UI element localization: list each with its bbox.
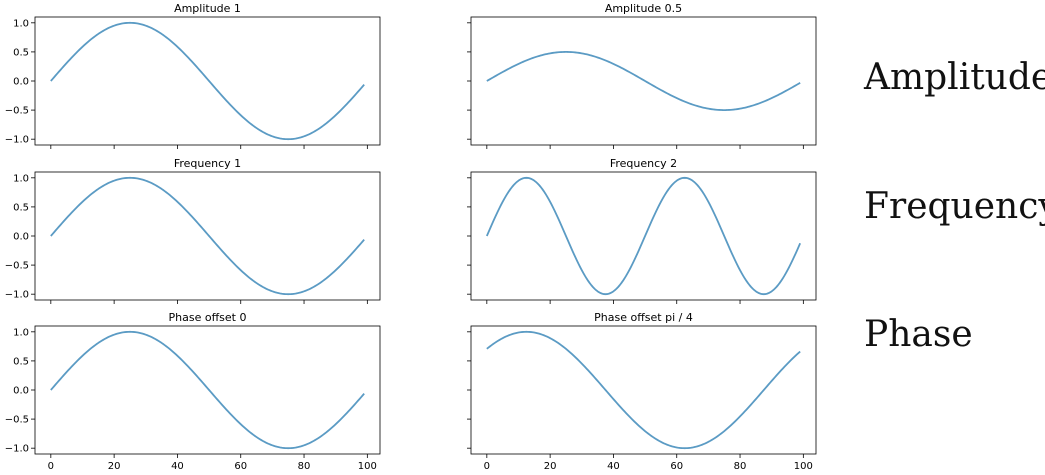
- series-line: [486, 51, 801, 111]
- chart-panel-6: Phase offset pi / 4 0 20 40 60 80 100: [467, 311, 817, 472]
- chart-panel-2: Amplitude 0.5: [467, 2, 817, 149]
- y-tick-label: −0.5: [5, 106, 29, 117]
- x-tick-label: 80: [734, 461, 747, 472]
- x-tick-label: 40: [171, 461, 184, 472]
- y-tick-label: 0.5: [13, 202, 29, 213]
- y-tick-label: 0.0: [13, 77, 29, 88]
- y-tick-label: −1.0: [5, 290, 29, 301]
- chart-panel-4: Frequency 2: [467, 157, 817, 304]
- series-line: [486, 330, 801, 450]
- x-tick-label: 100: [358, 461, 377, 472]
- chart-title: Phase offset 0: [169, 311, 247, 324]
- series-line: [486, 176, 801, 296]
- series-line: [50, 21, 365, 141]
- x-tick-label: 0: [48, 461, 54, 472]
- axes-frame: [470, 171, 817, 301]
- chart-title: Amplitude 1: [174, 2, 241, 15]
- amplitude-row-label: Amplitude: [864, 57, 1045, 98]
- x-tick-label: 20: [544, 461, 557, 472]
- axes-frame: [34, 16, 381, 146]
- x-tick-label: 40: [607, 461, 620, 472]
- chart-panel-1: Amplitude 1 −1.0 −0.5 0.0 0.5 1.0: [5, 2, 381, 149]
- frequency-row-label: Frequency: [864, 186, 1045, 227]
- x-tick-label: 0: [484, 461, 490, 472]
- chart-title: Frequency 1: [174, 157, 241, 170]
- y-tick-label: 0.5: [13, 356, 29, 367]
- chart-panel-3: Frequency 1 −1.0 −0.5 0.0 0.5 1.0: [5, 157, 381, 304]
- x-tick-label: 100: [794, 461, 813, 472]
- x-tick-label: 60: [234, 461, 247, 472]
- y-tick-label: −0.5: [5, 415, 29, 426]
- chart-title: Amplitude 0.5: [605, 2, 682, 15]
- x-tick-label: 80: [298, 461, 311, 472]
- y-tick-label: 1.0: [13, 173, 29, 184]
- chart-title: Frequency 2: [610, 157, 677, 170]
- y-tick-label: −0.5: [5, 261, 29, 272]
- series-line: [50, 330, 365, 450]
- axes-frame: [34, 325, 381, 455]
- y-tick-label: 0.5: [13, 47, 29, 58]
- y-tick-label: −1.0: [5, 444, 29, 455]
- x-tick-label: 60: [670, 461, 683, 472]
- axes-frame: [34, 171, 381, 301]
- axes-frame: [470, 16, 817, 146]
- y-tick-label: 0.0: [13, 386, 29, 397]
- chart-panel-5: Phase offset 0 −1.0 −0.5 0.0 0.5 1.0 0 20 40 60 80…: [5, 311, 381, 472]
- phase-row-label: Phase: [864, 314, 973, 355]
- y-tick-label: 0.0: [13, 232, 29, 243]
- y-tick-label: 1.0: [13, 327, 29, 338]
- series-line: [50, 176, 365, 296]
- x-tick-label: 20: [108, 461, 121, 472]
- y-tick-label: −1.0: [5, 135, 29, 146]
- chart-title: Phase offset pi / 4: [594, 311, 693, 324]
- axes-frame: [470, 325, 817, 455]
- y-tick-label: 1.0: [13, 18, 29, 29]
